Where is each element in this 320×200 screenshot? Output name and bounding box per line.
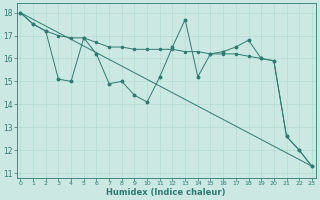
X-axis label: Humidex (Indice chaleur): Humidex (Indice chaleur) [106, 188, 226, 197]
